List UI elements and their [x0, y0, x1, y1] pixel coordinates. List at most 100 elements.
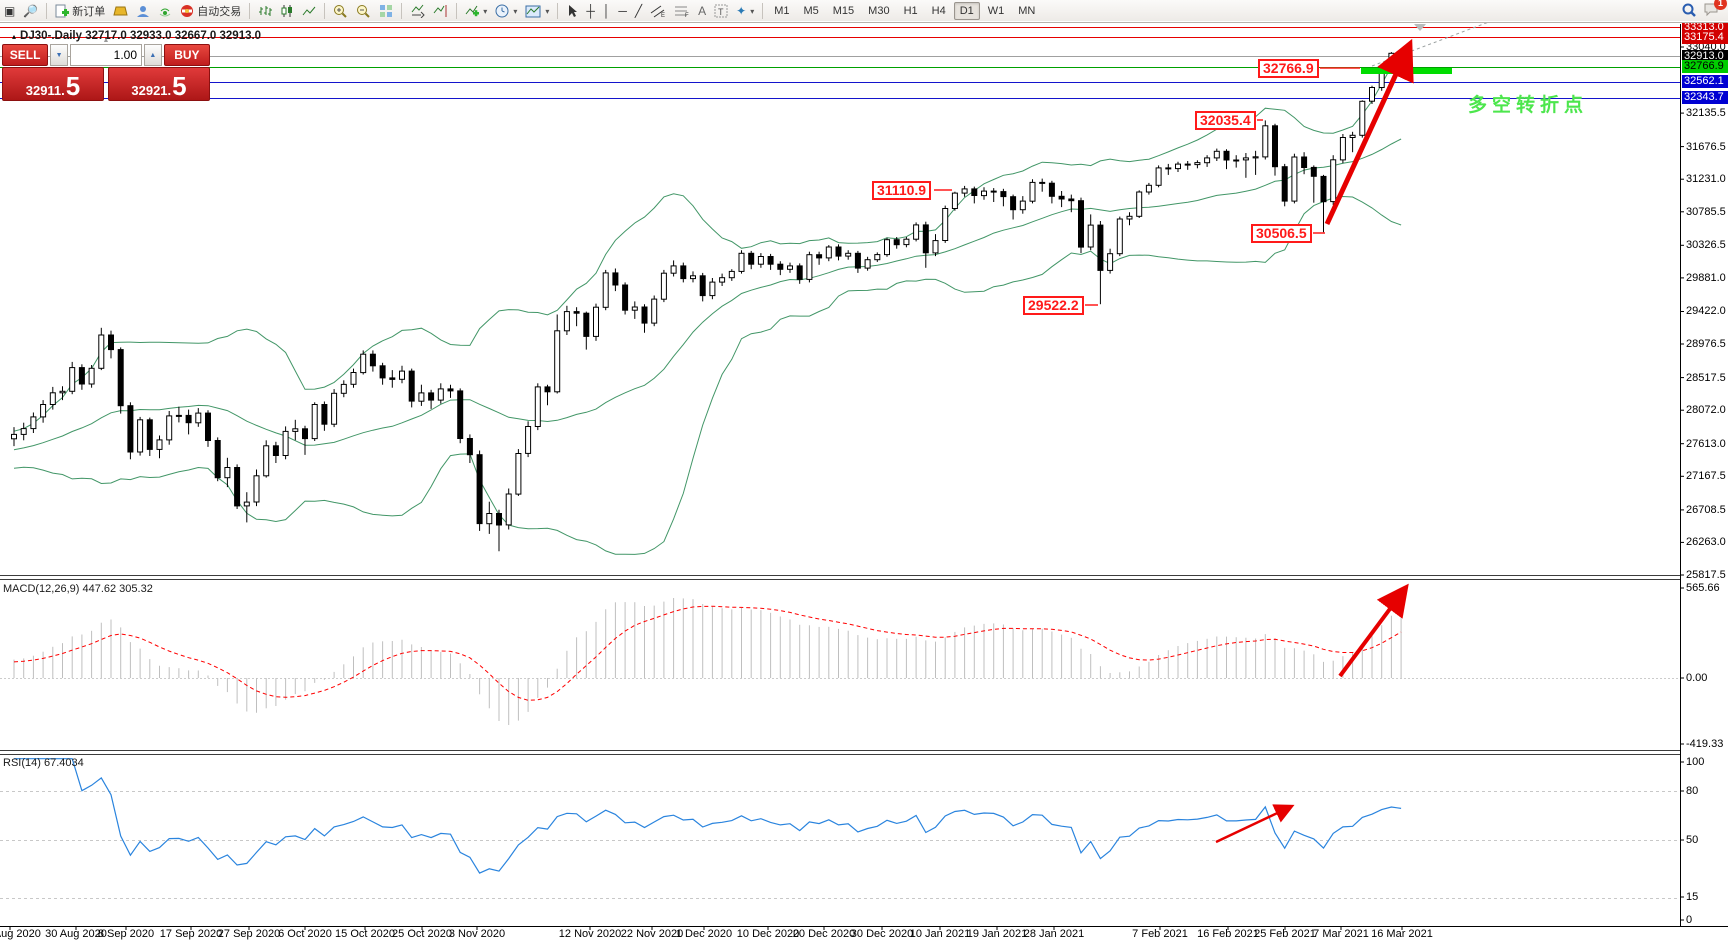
autotrade-icon [181, 5, 194, 17]
chart-window-icon[interactable]: ▣ [4, 4, 16, 18]
one-click-trading-panel: ▲ SELL ▼ ▲ BUY 32911.5 32921.5 [2, 37, 210, 101]
vertical-line-icon[interactable]: │ [602, 4, 611, 18]
main-toolbar: ▣ 🔎 新订单 自动交易 ▾ ▾ ▾ ┼ │ ─ ╱ [0, 0, 1728, 23]
autotrade-button[interactable]: 自动交易 [176, 1, 245, 21]
text-icon[interactable]: A [698, 4, 707, 18]
arrows-icon[interactable]: ✦ ▾ [736, 4, 755, 18]
rsi-axis-tick: 15 [1686, 891, 1699, 903]
bull-bear-turning-point-note: 多空转折点 [1468, 95, 1589, 116]
deposit-icon[interactable] [109, 3, 132, 19]
timeframe-d1[interactable]: D1 [953, 2, 980, 20]
price-flag: 33313.0 [1682, 21, 1728, 34]
rsi-label: RSI(14) 67.4034 [3, 757, 84, 769]
price-annotation-box: 32035.4 [1195, 111, 1256, 130]
timeframe-mn[interactable]: MN [1018, 5, 1036, 17]
date-axis-label: 15 Oct 2020 [335, 928, 395, 940]
equidistant-channel-icon[interactable]: E [646, 2, 670, 20]
date-axis-label: 25 Feb 2021 [1254, 928, 1316, 940]
ask-price[interactable]: 32921. 5 [108, 67, 210, 101]
macd-axis-tick: 0.00 [1686, 672, 1708, 684]
date-axis-label: 12 Nov 2020 [558, 928, 622, 940]
bar-chart-icon[interactable] [254, 2, 276, 20]
toolbar-separator [46, 3, 48, 19]
rsi-panel [0, 758, 1680, 899]
date-axis-label: 30 Dec 2020 [850, 928, 914, 940]
templates-icon[interactable]: ▾ [521, 3, 553, 20]
cursor-icon[interactable] [562, 2, 582, 20]
rsi-axis-tick: 100 [1686, 756, 1705, 768]
timeframe-m15[interactable]: M15 [832, 5, 855, 17]
price-axis-tick: 31231.0 [1686, 173, 1726, 185]
rsi-axis-tick: 50 [1686, 834, 1699, 846]
timeframe-m5[interactable]: M5 [803, 5, 819, 17]
text-label-icon[interactable]: T [710, 2, 732, 20]
timeframe-m30[interactable]: M30 [868, 5, 890, 17]
price-annotation-box: 32766.9 [1258, 59, 1319, 78]
trend-arrows [1215, 38, 1414, 844]
timeframe-m1[interactable]: M1 [774, 5, 790, 17]
chart-shift-icon[interactable] [429, 2, 452, 20]
rsi-axis-tick: 0 [1686, 914, 1693, 926]
bid-price[interactable]: 32911. 5 [2, 67, 104, 101]
mql5-community-icon[interactable] [132, 3, 154, 20]
price-axis-tick: 32135.5 [1686, 107, 1726, 119]
macd-label: MACD(12,26,9) 447.62 305.32 [3, 583, 153, 595]
periods-icon[interactable]: ▾ [491, 2, 521, 20]
sell-button[interactable]: SELL [2, 44, 49, 66]
price-annotation-box: 30506.5 [1251, 224, 1312, 243]
price-axis-tick: 29881.0 [1686, 272, 1726, 284]
signals-icon[interactable] [154, 3, 176, 20]
trendline-icon[interactable]: ╱ [634, 4, 643, 18]
buy-button[interactable]: BUY [163, 44, 210, 66]
date-axis-label: 7 Mar 2021 [1313, 928, 1369, 940]
candlestick-icon[interactable] [276, 2, 298, 20]
tile-windows-icon[interactable] [375, 2, 397, 20]
timeframe-h4[interactable]: H4 [931, 5, 946, 17]
price-axis-tick: 25817.5 [1686, 569, 1726, 581]
bollinger-bands [13, 52, 1402, 555]
auto-scroll-icon[interactable] [406, 2, 429, 20]
macd-axis-tick: 565.66 [1686, 582, 1720, 594]
indicators-icon[interactable]: ▾ [461, 2, 491, 20]
horizontal-line-icon[interactable]: ─ [618, 4, 627, 18]
collapse-panel-icon[interactable]: ▲ [102, 37, 110, 44]
price-axis-tick: 28976.5 [1686, 338, 1726, 350]
svg-text:E: E [661, 13, 665, 18]
notifications-icon[interactable]: 1 [1703, 0, 1727, 20]
svg-text:T: T [718, 7, 724, 17]
date-axis-label: 7 Feb 2021 [1132, 928, 1188, 940]
price-axis-tick: 28517.5 [1686, 372, 1726, 384]
line-chart-icon[interactable] [298, 2, 320, 20]
volume-input[interactable] [70, 44, 142, 66]
macd-panel [0, 598, 1680, 725]
crosshair-icon[interactable]: ┼ [586, 4, 595, 18]
rsi-axis-tick: 80 [1686, 785, 1699, 797]
price-axis-tick: 27613.0 [1686, 438, 1726, 450]
timeframe-w1[interactable]: W1 [987, 5, 1005, 17]
volume-increase-button[interactable]: ▲ [144, 44, 162, 66]
timeframe-h1[interactable]: H1 [903, 5, 918, 17]
date-axis-label: 20 Aug 2020 [0, 928, 41, 940]
price-flag: 32913.0 [1682, 50, 1728, 63]
search-icon[interactable] [1681, 2, 1697, 21]
date-axis-label: 17 Sep 2020 [159, 928, 223, 940]
date-axis-label: 30 Aug 2020 [45, 928, 107, 940]
price-flag: 32562.1 [1682, 75, 1728, 88]
volume-decrease-button[interactable]: ▼ [50, 44, 68, 66]
price-annotation-box: 29522.2 [1023, 296, 1084, 315]
new-order-label: 新订单 [72, 6, 106, 18]
price-axis-tick: 30326.5 [1686, 239, 1726, 251]
fibonacci-icon[interactable]: F [670, 2, 694, 20]
market-watch-icon[interactable]: 🔎 [23, 4, 39, 18]
date-axis-label: 3 Nov 2020 [448, 928, 506, 940]
new-order-button[interactable]: 新订单 [51, 1, 109, 21]
price-flag: 32343.7 [1682, 91, 1728, 104]
zoom-out-icon[interactable] [352, 2, 375, 21]
price-flag: 32766.9 [1682, 60, 1728, 73]
date-axis-label: 19 Jan 2021 [966, 928, 1028, 940]
zoom-in-icon[interactable] [329, 2, 352, 21]
chart-title: ▴ DJ30-.Daily 32717.0 32933.0 32667.0 329… [12, 30, 262, 42]
date-axis-label: 27 Sep 2020 [217, 928, 281, 940]
